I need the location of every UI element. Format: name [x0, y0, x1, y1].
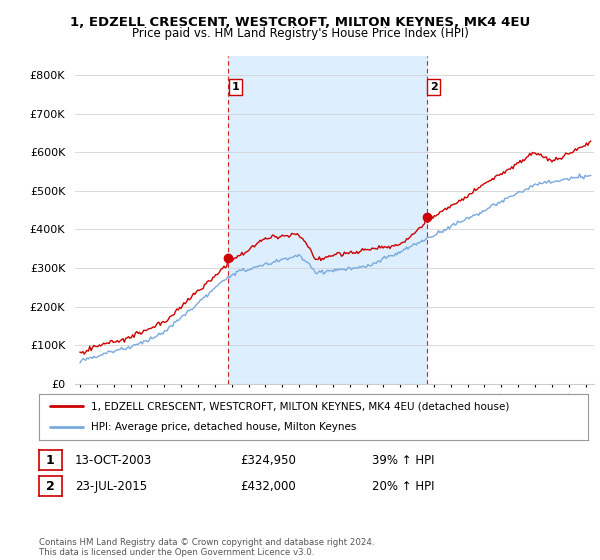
Text: 2: 2 — [46, 479, 55, 493]
Text: 13-OCT-2003: 13-OCT-2003 — [75, 454, 152, 467]
Text: 1, EDZELL CRESCENT, WESTCROFT, MILTON KEYNES, MK4 4EU: 1, EDZELL CRESCENT, WESTCROFT, MILTON KE… — [70, 16, 530, 29]
Text: 1: 1 — [46, 454, 55, 467]
Text: 23-JUL-2015: 23-JUL-2015 — [75, 479, 147, 493]
Text: 2: 2 — [430, 82, 437, 92]
Text: £432,000: £432,000 — [240, 479, 296, 493]
Text: 39% ↑ HPI: 39% ↑ HPI — [372, 454, 434, 467]
Text: Price paid vs. HM Land Registry's House Price Index (HPI): Price paid vs. HM Land Registry's House … — [131, 27, 469, 40]
Text: 20% ↑ HPI: 20% ↑ HPI — [372, 479, 434, 493]
Bar — [228, 56, 427, 384]
Text: £324,950: £324,950 — [240, 454, 296, 467]
Text: 1, EDZELL CRESCENT, WESTCROFT, MILTON KEYNES, MK4 4EU (detached house): 1, EDZELL CRESCENT, WESTCROFT, MILTON KE… — [91, 401, 509, 411]
Text: Contains HM Land Registry data © Crown copyright and database right 2024.
This d: Contains HM Land Registry data © Crown c… — [39, 538, 374, 557]
Text: 1: 1 — [232, 82, 239, 92]
Text: HPI: Average price, detached house, Milton Keynes: HPI: Average price, detached house, Milt… — [91, 422, 356, 432]
